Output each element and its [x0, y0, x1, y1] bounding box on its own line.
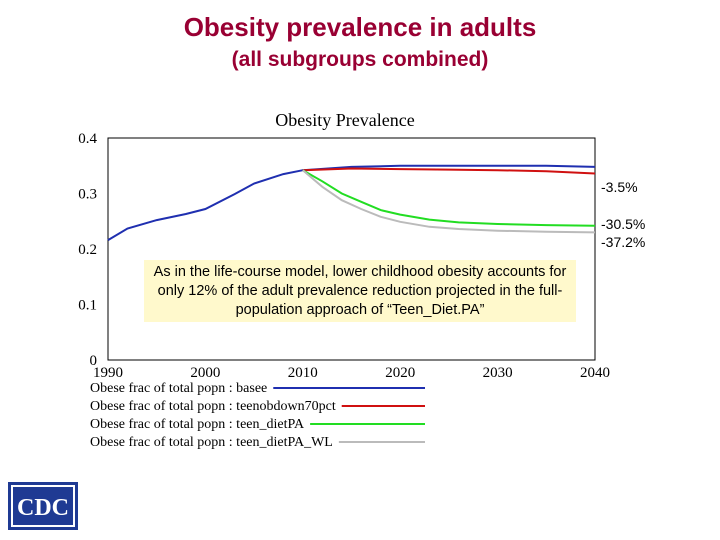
change-label-teenobdown: -3.5% — [601, 179, 638, 195]
cdc-logo-text: CDC — [17, 495, 69, 521]
series-line-4 — [302, 169, 596, 234]
plot-area — [107, 137, 596, 361]
legend-label: Obese frac of total popn : teenobdown70p… — [90, 399, 336, 414]
x-tick-label: 2020 — [385, 365, 415, 381]
change-label-teen-dietpa-wl: -37.2% — [601, 234, 645, 250]
x-tick-label: 1990 — [93, 365, 123, 381]
x-tick-label: 2040 — [580, 365, 610, 381]
series-lines — [107, 164, 596, 241]
cdc-logo: CDC — [8, 482, 78, 530]
chart-title: Obesity Prevalence — [275, 110, 414, 130]
legend-label: Obese frac of total popn : teen_dietPA_W… — [90, 435, 333, 450]
series-line-1 — [107, 164, 596, 241]
y-tick-label: 0.3 — [78, 187, 97, 203]
obesity-prevalence-chart: Obesity Prevalence 0 0.1 0.2 0.3 0.4 1990 200… — [78, 110, 645, 450]
x-tick-label: 2030 — [483, 365, 513, 381]
y-tick-label: 0.2 — [78, 242, 97, 258]
slide-subtitle: (all subgroups combined) — [231, 48, 489, 71]
x-tick-label: 2000 — [190, 365, 220, 381]
legend-label: Obese frac of total popn : teen_dietPA — [90, 417, 305, 432]
y-axis-ticks: 0 0.1 0.2 0.3 0.4 — [78, 131, 97, 369]
legend: Obese frac of total popn : basee Obese fr… — [90, 381, 425, 450]
y-tick-label: 0.4 — [78, 131, 97, 147]
legend-label: Obese frac of total popn : basee — [90, 381, 267, 396]
x-tick-label: 2010 — [288, 365, 318, 381]
annotation-box: As in the life-course model, lower child… — [144, 260, 576, 322]
y-tick-label: 0 — [90, 353, 98, 369]
series-line-2 — [302, 167, 596, 175]
change-label-teen-dietpa: -30.5% — [601, 216, 645, 232]
x-axis-ticks: 1990 2000 2010 2020 2030 2040 — [93, 365, 610, 381]
y-tick-label: 0.1 — [78, 298, 97, 314]
series-line-3 — [302, 169, 596, 227]
slide-title: Obesity prevalence in adults — [183, 12, 537, 42]
change-labels: -3.5% -30.5% -37.2% — [601, 179, 645, 250]
